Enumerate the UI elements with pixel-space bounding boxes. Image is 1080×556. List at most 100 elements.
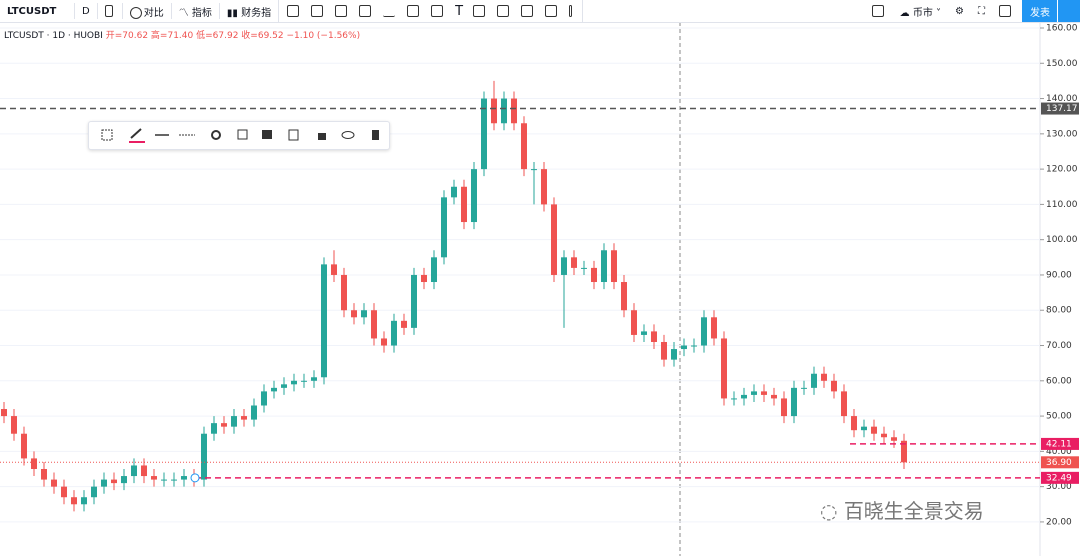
tool[interactable]	[407, 5, 420, 17]
candle-body	[61, 486, 67, 498]
symbol[interactable]: LTCUSDT	[7, 5, 57, 17]
candle-body	[401, 320, 407, 328]
info-close: 收=69.52	[241, 31, 284, 41]
lock-icon[interactable]	[318, 133, 326, 140]
tool[interactable]	[545, 5, 558, 17]
tool[interactable]	[311, 5, 324, 17]
tool[interactable]: T	[455, 3, 464, 19]
tool[interactable]	[431, 5, 444, 17]
candle-body	[391, 320, 397, 346]
y-tick-label: 80.00	[1046, 306, 1072, 316]
candle-body	[251, 405, 257, 420]
chart-style-button[interactable]	[98, 5, 122, 17]
fill-icon[interactable]	[262, 130, 272, 139]
delete-icon[interactable]	[372, 130, 379, 140]
select-icon[interactable]	[101, 129, 113, 141]
indicators-button[interactable]: 〽 指标	[178, 7, 212, 19]
candle-body	[11, 416, 17, 434]
candle-body	[591, 267, 597, 283]
replay-button[interactable]	[1057, 0, 1080, 22]
publish-button[interactable]: 发表	[1022, 0, 1058, 22]
separator	[96, 3, 98, 19]
price-label-box	[1041, 102, 1079, 115]
candle-body	[231, 416, 237, 427]
y-tick-label: 70.00	[1046, 341, 1072, 351]
separator	[218, 3, 220, 19]
candle-body	[731, 398, 737, 400]
price-label-box	[1041, 456, 1079, 469]
candle-body	[331, 264, 337, 275]
visibility-icon[interactable]	[341, 131, 355, 139]
candle-body	[491, 98, 497, 124]
candle-body	[211, 423, 217, 434]
drawing-tools: T	[278, 0, 584, 23]
candle-body	[351, 310, 357, 318]
candle-body	[381, 338, 387, 346]
candle-body	[691, 345, 697, 347]
copy-icon[interactable]	[288, 129, 299, 141]
compare-label: 对比	[143, 7, 164, 19]
candle-body	[891, 437, 897, 441]
tool[interactable]	[473, 5, 486, 17]
watermark-text: 百晓生全景交易	[843, 499, 984, 523]
candle-body	[871, 426, 877, 434]
fullscreen-button[interactable]: ⛶	[978, 5, 985, 17]
tool[interactable]	[569, 5, 573, 17]
tool[interactable]	[359, 5, 372, 17]
pen-icon[interactable]	[130, 128, 142, 139]
candle-body	[851, 416, 857, 431]
candle-body	[601, 250, 607, 283]
candle-body	[131, 465, 137, 477]
candle-body	[271, 387, 277, 392]
candle-body	[551, 204, 557, 275]
window-button[interactable]	[865, 5, 893, 17]
candle-body	[861, 426, 867, 431]
price-label: 36.90	[1046, 458, 1072, 468]
tool[interactable]	[383, 5, 396, 17]
candle-body	[121, 476, 127, 484]
candle-body	[791, 387, 797, 417]
candle-body	[511, 98, 517, 124]
y-tick-label: 160.00	[1046, 23, 1078, 33]
candle-body	[411, 274, 417, 328]
candle-body	[831, 380, 837, 392]
y-tick-label: 110.00	[1046, 200, 1078, 210]
candle-body	[371, 310, 377, 339]
price-label: 32.49	[1046, 473, 1072, 483]
info-title: LTCUSDT · 1D · HUOBI	[4, 31, 103, 41]
candle-body	[461, 186, 467, 223]
candle-body	[151, 476, 157, 480]
financials-button[interactable]: ▮▮ 财务指	[226, 7, 272, 19]
candle-body	[261, 391, 267, 406]
interval[interactable]: D	[82, 5, 90, 17]
clone-icon[interactable]	[237, 129, 248, 140]
candle-body	[781, 398, 787, 417]
candle-body	[81, 497, 87, 505]
info-high: 高=71.40	[150, 31, 194, 41]
market-button[interactable]: ☁ 币市 ˅	[899, 7, 942, 19]
compare-button[interactable]: 对比	[123, 4, 171, 19]
y-tick-label: 20.00	[1046, 517, 1072, 527]
candle-body	[481, 98, 487, 170]
candle-body	[721, 338, 727, 399]
price-label-box	[1041, 471, 1079, 484]
tool[interactable]	[287, 5, 300, 17]
tool[interactable]	[497, 5, 510, 17]
tool[interactable]	[521, 5, 534, 17]
candle-body	[91, 486, 97, 498]
candle-body	[651, 331, 657, 342]
separator	[170, 3, 172, 19]
y-tick-label: 90.00	[1046, 270, 1072, 280]
tool[interactable]	[335, 5, 348, 17]
settings-button[interactable]: ⚙	[955, 5, 964, 17]
candle-body	[71, 497, 77, 505]
candle-body	[711, 317, 717, 339]
candle-body	[631, 310, 637, 335]
candle-body	[291, 380, 297, 385]
price-label: 42.11	[1046, 439, 1072, 449]
settings-icon[interactable]	[211, 130, 221, 140]
candle-body	[761, 391, 767, 395]
snapshot-button[interactable]	[992, 5, 1020, 17]
candle-body	[521, 123, 527, 170]
